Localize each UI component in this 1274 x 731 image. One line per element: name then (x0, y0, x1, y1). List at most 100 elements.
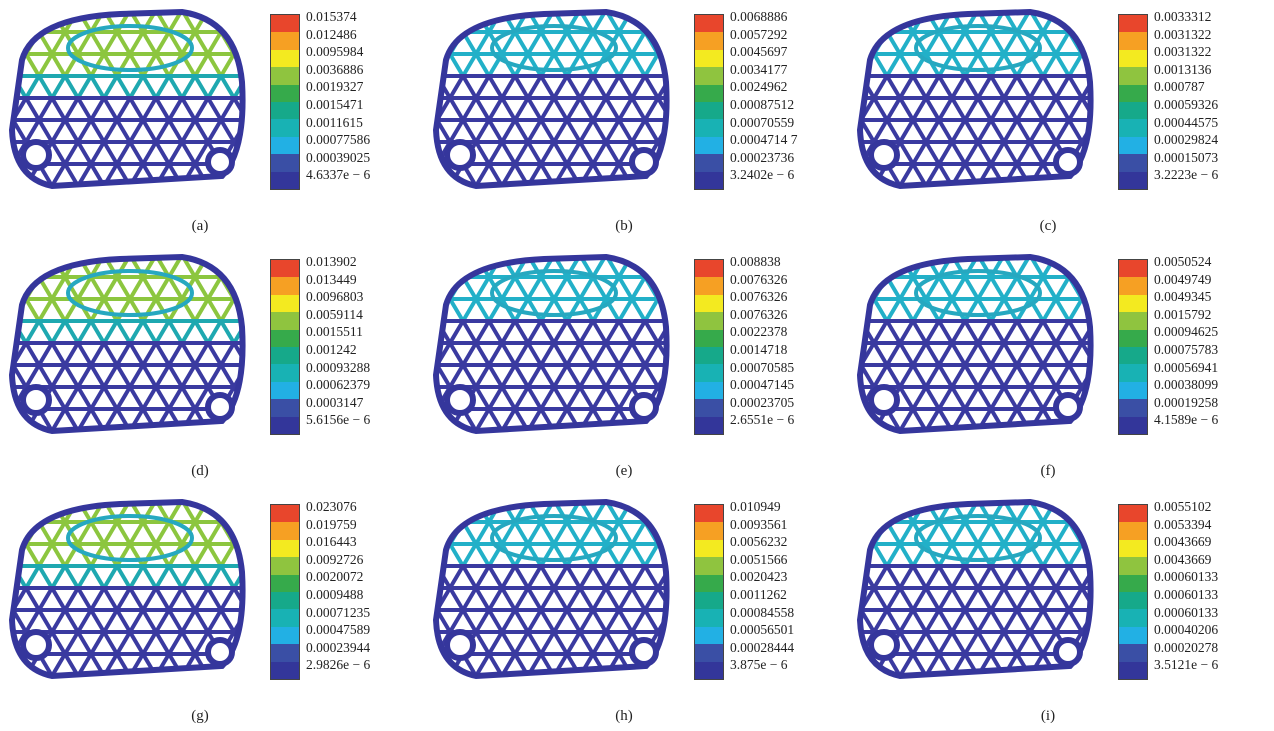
colorbar-label: 0.0049345 (1154, 290, 1211, 304)
colorbar (1118, 14, 1148, 190)
colorbar-segment (695, 102, 723, 119)
colorbar-label: 0.0011615 (306, 116, 363, 130)
colorbar-label: 0.00044575 (1154, 116, 1218, 130)
colorbar-segment (1119, 627, 1147, 644)
colorbar-segment (1119, 32, 1147, 49)
colorbar-label: 0.0049749 (1154, 273, 1211, 287)
colorbar (270, 504, 300, 680)
colorbar-label: 0.015374 (306, 10, 357, 24)
colorbar-label: 0.00029824 (1154, 133, 1218, 147)
colorbar-label: 0.0053394 (1154, 518, 1211, 532)
colorbar-segment (695, 15, 723, 32)
colorbar-label: 0.0068886 (730, 10, 787, 24)
colorbar-segment (271, 522, 299, 539)
colorbar-segment (1119, 592, 1147, 609)
colorbar-label: 0.0015792 (1154, 308, 1211, 322)
colorbar-segment (271, 15, 299, 32)
colorbar-segment (271, 85, 299, 102)
colorbar-segment (695, 417, 723, 434)
mesh (0, 490, 260, 690)
colorbar-label: 0.0055102 (1154, 500, 1211, 514)
colorbar-label: 0.00056501 (730, 623, 794, 637)
colorbar-label: 3.875e − 6 (730, 658, 787, 672)
mesh (424, 490, 684, 690)
colorbar-label: 0.00075783 (1154, 343, 1218, 357)
colorbar-segment (1119, 609, 1147, 626)
colorbar-label: 0.00060133 (1154, 588, 1218, 602)
colorbar-label: 0.0020072 (306, 570, 363, 584)
colorbar (694, 259, 724, 435)
panel-caption: (d) (180, 463, 220, 480)
colorbar-label: 4.1589e − 6 (1154, 413, 1218, 427)
mesh (424, 0, 684, 200)
colorbar-label: 0.0033312 (1154, 10, 1211, 24)
colorbar-label: 0.00040206 (1154, 623, 1218, 637)
colorbar-segment (1119, 119, 1147, 136)
colorbar-segment (695, 295, 723, 312)
colorbar-segment (271, 382, 299, 399)
colorbar-label: 0.00047145 (730, 378, 794, 392)
colorbar-segment (271, 399, 299, 416)
colorbar-segment (1119, 137, 1147, 154)
colorbar-label: 0.001242 (306, 343, 357, 357)
colorbar-segment (1119, 277, 1147, 294)
colorbar (270, 259, 300, 435)
colorbar-segment (1119, 540, 1147, 557)
mesh (424, 245, 684, 445)
colorbar-segment (695, 312, 723, 329)
colorbar-segment (695, 592, 723, 609)
colorbar-label: 2.6551e − 6 (730, 413, 794, 427)
colorbar-label: 0.010949 (730, 500, 781, 514)
colorbar-label: 0.0013136 (1154, 63, 1211, 77)
colorbar-segment (271, 32, 299, 49)
colorbar-label: 0.00039025 (306, 151, 370, 165)
colorbar-segment (1119, 67, 1147, 84)
colorbar-label: 0.0011262 (730, 588, 787, 602)
colorbar-segment (1119, 330, 1147, 347)
colorbar-segment (1119, 399, 1147, 416)
colorbar-label: 0.0059114 (306, 308, 363, 322)
colorbar-label: 0.0004714 7 (730, 133, 798, 147)
colorbar-label: 0.012486 (306, 28, 357, 42)
colorbar-label: 5.6156e − 6 (306, 413, 370, 427)
colorbar-segment (271, 347, 299, 364)
panel-caption: (f) (1028, 463, 1068, 480)
colorbar-label: 0.00060133 (1154, 570, 1218, 584)
colorbar-label: 0.00087512 (730, 98, 794, 112)
colorbar-segment (1119, 15, 1147, 32)
colorbar-label: 4.6337e − 6 (306, 168, 370, 182)
colorbar-label: 0.00062379 (306, 378, 370, 392)
colorbar-segment (695, 627, 723, 644)
colorbar-segment (695, 662, 723, 679)
panel-caption: (a) (180, 218, 220, 235)
colorbar-segment (271, 295, 299, 312)
colorbar-label: 0.0015511 (306, 325, 363, 339)
colorbar-label: 0.0076326 (730, 308, 787, 322)
colorbar-label: 0.013449 (306, 273, 357, 287)
colorbar-label: 0.00056941 (1154, 361, 1218, 375)
colorbar-label: 0.0036886 (306, 63, 363, 77)
colorbar-label: 0.0095984 (306, 45, 363, 59)
mesh (0, 245, 260, 445)
colorbar-label: 0.00084558 (730, 606, 794, 620)
colorbar-segment (695, 382, 723, 399)
mesh (848, 490, 1108, 690)
colorbar-label: 0.008838 (730, 255, 781, 269)
colorbar-label: 0.000787 (1154, 80, 1205, 94)
figure: 0.0153740.0124860.00959840.00368860.0019… (0, 0, 1274, 731)
colorbar (270, 14, 300, 190)
colorbar-label: 0.0020423 (730, 570, 787, 584)
colorbar-segment (1119, 505, 1147, 522)
colorbar-segment (1119, 644, 1147, 661)
colorbar-label: 0.019759 (306, 518, 357, 532)
panel-caption: (b) (604, 218, 644, 235)
colorbar-label: 0.0031322 (1154, 28, 1211, 42)
colorbar-segment (695, 50, 723, 67)
colorbar-segment (1119, 172, 1147, 189)
colorbar-label: 0.023076 (306, 500, 357, 514)
colorbar-segment (271, 662, 299, 679)
colorbar-label: 0.0093561 (730, 518, 787, 532)
colorbar-label: 0.0034177 (730, 63, 787, 77)
colorbar-label: 0.00023944 (306, 641, 370, 655)
